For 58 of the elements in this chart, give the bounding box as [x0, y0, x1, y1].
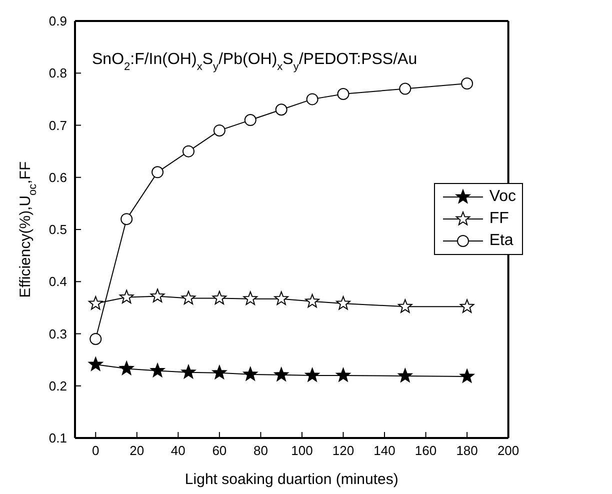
point [119, 290, 134, 304]
point [182, 145, 194, 158]
y-tick-label: 0.1 [48, 430, 67, 446]
x-tick-label: 40 [170, 443, 186, 458]
x-tick-label: 60 [212, 443, 227, 458]
point [460, 368, 474, 383]
point [461, 78, 474, 90]
point [152, 166, 164, 178]
point [305, 368, 320, 382]
legend-label: FF [489, 210, 509, 228]
x-tick-label: 20 [130, 443, 144, 458]
point [213, 124, 226, 136]
point [88, 296, 103, 310]
point [460, 299, 474, 313]
x-tick-label: 100 [291, 443, 313, 458]
y-tick-label: 0.2 [48, 378, 67, 394]
point [398, 299, 412, 313]
x-tick-label: 120 [332, 443, 354, 458]
point [181, 290, 196, 304]
legend-label: Eta [489, 232, 514, 250]
point [212, 290, 227, 304]
chart-title: SnO$_{2}$:F/In(OH)$_{x}$S$_{y}$/Pb(OH)$_{x}$S$_{y}$/PEDOT:PSS/Au [92, 51, 418, 73]
point [88, 357, 103, 371]
x-tick-label: 0 [92, 443, 100, 458]
point [150, 363, 165, 377]
point [243, 291, 258, 305]
point [90, 332, 102, 345]
y-tick-label: 0.4 [48, 274, 67, 290]
point [244, 114, 256, 126]
point [181, 364, 196, 378]
y-tick-label: 0.7 [48, 118, 67, 133]
point [243, 366, 258, 381]
x-tick-label: 160 [414, 443, 437, 458]
point [212, 365, 227, 380]
x-tick-label: 180 [456, 443, 478, 458]
y-tick-label: 0.5 [48, 222, 67, 238]
point [274, 367, 288, 382]
legend-label: Voc [489, 188, 516, 206]
point [399, 82, 412, 95]
point [150, 288, 165, 302]
y-tick-label: 0.8 [48, 66, 67, 81]
x-tick-label: 80 [253, 443, 268, 458]
point [336, 368, 350, 382]
point [398, 368, 412, 382]
point [120, 213, 133, 226]
point [119, 361, 134, 375]
y-tick-label: 0.6 [48, 170, 67, 185]
point [275, 104, 288, 116]
point [336, 296, 350, 310]
y-tick-label: 0.3 [48, 326, 67, 342]
x-tick-label: 200 [497, 443, 520, 458]
point [306, 93, 318, 106]
x-tick-label: 140 [374, 443, 396, 458]
y-tick-label: 0.9 [48, 14, 67, 29]
x-axis-title: Light soaking duartion (minutes) [184, 471, 398, 488]
point [274, 291, 288, 305]
point [305, 294, 320, 308]
point [337, 88, 350, 100]
